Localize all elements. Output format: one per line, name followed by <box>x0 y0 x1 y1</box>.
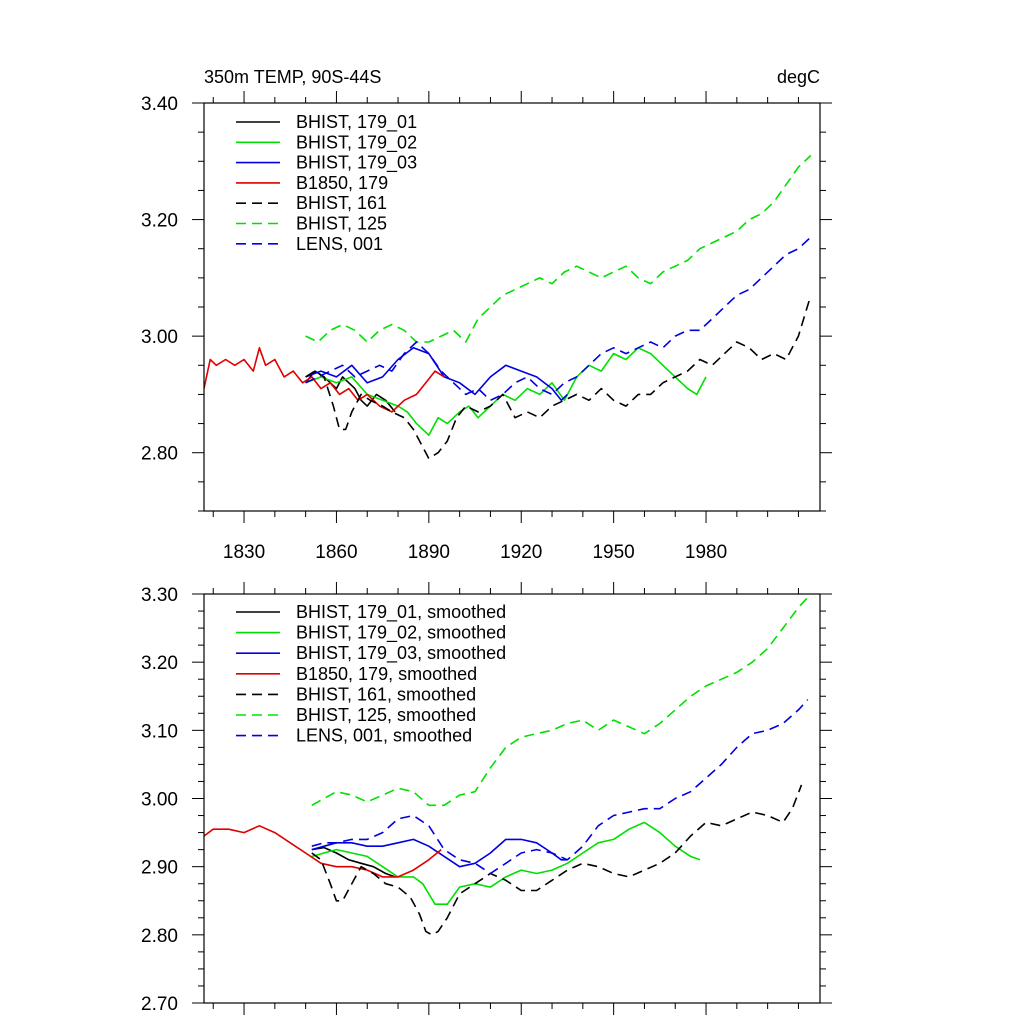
top-series-line-4 <box>305 295 812 460</box>
bottom-y-tick-label: 3.00 <box>141 790 178 811</box>
bottom-series-line-2 <box>311 838 568 868</box>
top-series-line-6 <box>305 236 812 402</box>
top-y-tick-label: 3.00 <box>141 327 178 348</box>
top-legend-label-5: BHIST, 125 <box>296 214 387 234</box>
bottom-y-tick-label: 3.20 <box>141 653 178 674</box>
bottom-series-line-1 <box>311 821 701 906</box>
top-legend-label-6: LENS, 001 <box>296 234 383 254</box>
top-x-tick-label: 1980 <box>685 542 727 563</box>
bottom-y-tick-label: 3.30 <box>141 585 178 606</box>
bottom-panel-lines <box>204 596 809 936</box>
bottom-legend-label-6: LENS, 001, smoothed <box>296 726 472 746</box>
top-x-tick-label: 1890 <box>408 542 450 563</box>
bottom-panel-axes: 2.70 2.80 2.90 3.00 3.10 3.20 3.30 <box>141 582 832 1015</box>
top-x-tick-label: 1950 <box>592 542 634 563</box>
bottom-legend-label-5: BHIST, 125, smoothed <box>296 705 476 725</box>
top-series-line-1 <box>305 346 707 437</box>
top-series-line-5 <box>305 154 812 343</box>
bottom-legend-label-2: BHIST, 179_03, smoothed <box>296 643 506 664</box>
bottom-series-line-4 <box>311 784 803 936</box>
top-panel-title: 350m TEMP, 90S-44S <box>204 67 381 87</box>
top-panel-units: degC <box>777 67 820 87</box>
top-series-line-2 <box>305 346 568 402</box>
top-x-tick-label: 1920 <box>500 542 542 563</box>
bottom-y-tick-label: 3.10 <box>141 721 178 742</box>
bottom-y-tick-label: 2.70 <box>141 994 178 1015</box>
top-panel-lines <box>204 154 812 460</box>
top-series-line-3 <box>204 346 445 413</box>
top-panel-axes: 2.80 3.00 3.20 3.40 1830 1860 1890 1920 1950 1980 <box>141 91 832 563</box>
top-x-tick-label: 1860 <box>315 542 357 563</box>
bottom-y-tick-label: 2.90 <box>141 858 178 879</box>
bottom-legend-label-0: BHIST, 179_01, smoothed <box>296 602 506 623</box>
bottom-legend-label-3: B1850, 179, smoothed <box>296 664 477 684</box>
top-x-tick-label: 1830 <box>223 542 265 563</box>
bottom-y-tick-label: 2.80 <box>141 926 178 947</box>
top-legend-label-0: BHIST, 179_01 <box>296 112 417 133</box>
bottom-legend-label-1: BHIST, 179_02, smoothed <box>296 623 506 644</box>
bottom-legend-label-4: BHIST, 161, smoothed <box>296 684 476 704</box>
bottom-series-line-0 <box>311 846 396 878</box>
top-y-tick-label: 2.80 <box>141 444 178 465</box>
bottom-panel-time-series: 2.70 2.80 2.90 3.00 3.10 3.20 3.30 BHIST, 179_… <box>141 582 832 1015</box>
top-legend-label-4: BHIST, 161 <box>296 193 387 213</box>
top-y-tick-label: 3.20 <box>141 211 178 232</box>
top-legend-label-1: BHIST, 179_02 <box>296 132 417 153</box>
top-legend-label-2: BHIST, 179_03 <box>296 153 417 174</box>
bottom-series-line-5 <box>311 596 809 807</box>
top-legend-label-3: B1850, 179 <box>296 173 388 193</box>
bottom-series-line-6 <box>311 699 809 875</box>
bottom-series-line-3 <box>204 824 442 878</box>
top-y-tick-label: 3.40 <box>141 94 178 115</box>
top-panel-time-series: 350m TEMP, 90S-44S degC 2.80 3.00 3.20 3.40… <box>141 67 832 563</box>
